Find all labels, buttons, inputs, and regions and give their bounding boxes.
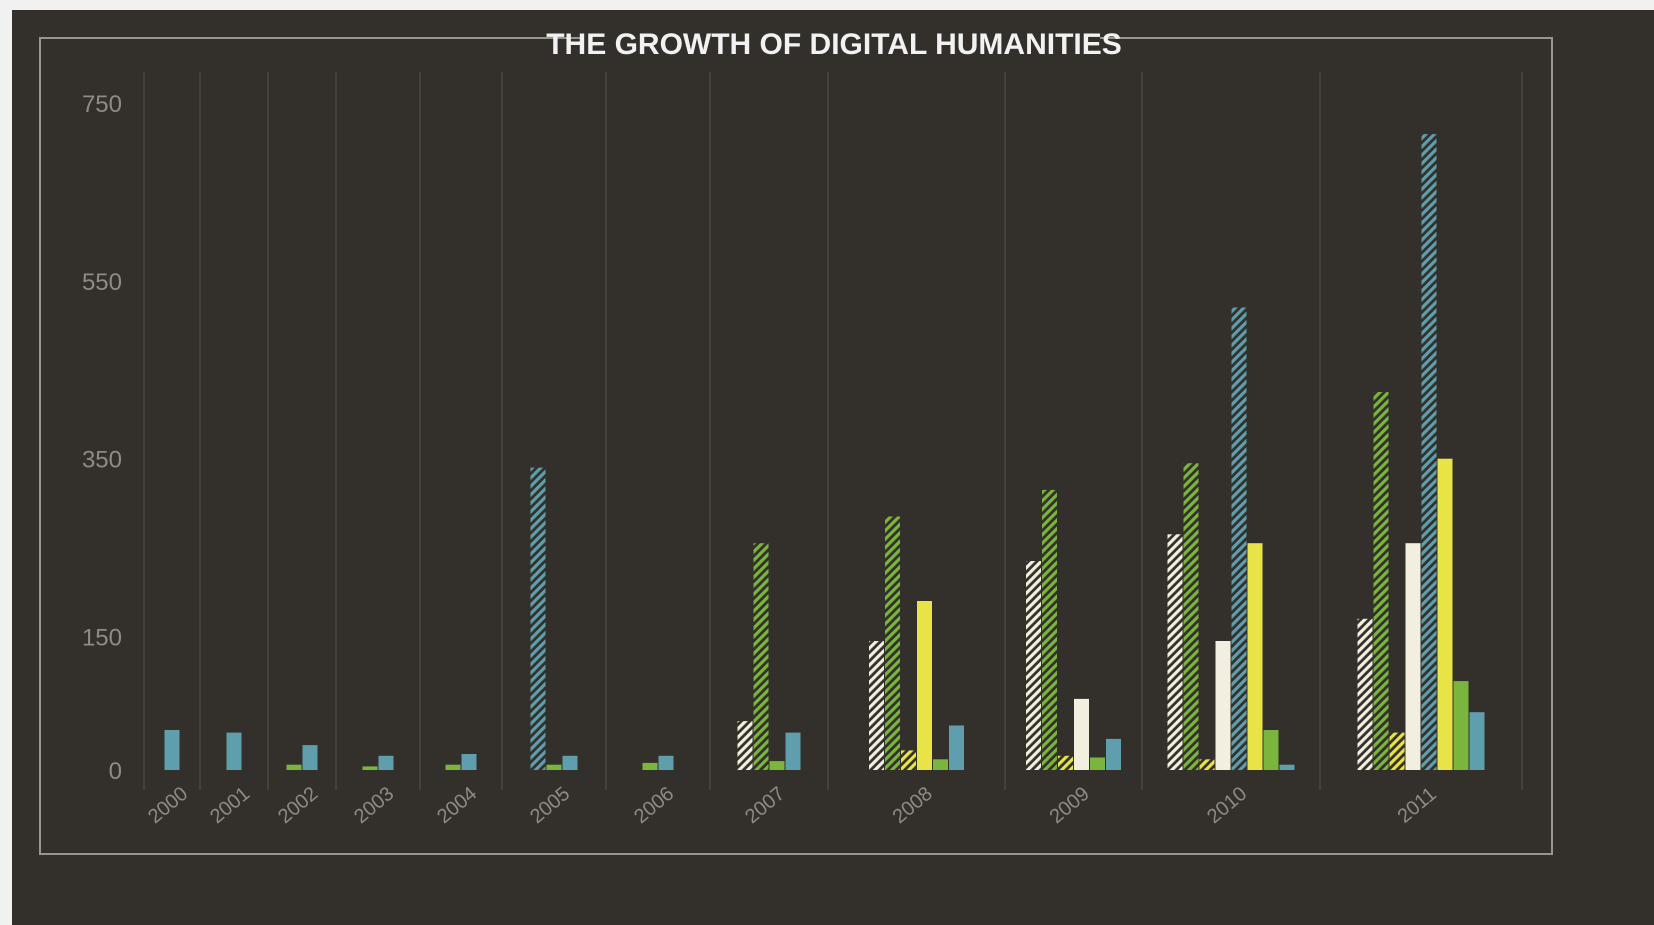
x-tick-label: 2007 [741, 783, 789, 828]
bar [164, 730, 180, 770]
bar [1263, 730, 1279, 770]
bar [949, 725, 964, 770]
bar [530, 467, 546, 770]
bar [1405, 543, 1421, 770]
bar [1453, 681, 1469, 770]
bar [362, 766, 378, 770]
x-axis-ticks: 2000 2001 2002 2003 2004 2005 2006 2007 2008 2009… [144, 783, 1441, 828]
x-tick-label: 2011 [1394, 783, 1441, 828]
chart-panel: THE GROWTH OF DIGITAL HUMANITIES 0 150 350… [12, 10, 1654, 925]
bar [1183, 463, 1199, 770]
bar [226, 732, 242, 770]
x-tick-label: 2008 [889, 783, 937, 828]
bar [378, 755, 394, 770]
bar [1357, 618, 1373, 770]
y-tick-label: 350 [82, 447, 122, 474]
x-tick-label: 2009 [1046, 783, 1094, 828]
y-tick-label: 750 [82, 91, 122, 118]
y-tick-label: 0 [109, 758, 122, 785]
chart-frame [39, 37, 1553, 855]
bar [1042, 489, 1057, 770]
bar [546, 764, 562, 770]
bar [753, 543, 769, 770]
bar [1469, 712, 1485, 770]
vertical-gridlines [143, 72, 1523, 790]
bar [461, 754, 477, 770]
x-tick-label: 2006 [630, 783, 678, 828]
bar [1373, 392, 1389, 770]
bar [769, 761, 785, 770]
bar [302, 745, 318, 770]
bars [164, 134, 1485, 771]
bar [658, 755, 674, 770]
x-tick-label: 2004 [433, 783, 481, 828]
x-tick-label: 2002 [274, 783, 322, 828]
bar [1074, 698, 1089, 770]
grouped-bar-chart: THE GROWTH OF DIGITAL HUMANITIES 0 150 350… [39, 24, 1553, 855]
bar [869, 641, 884, 770]
y-tick-label: 550 [82, 269, 122, 296]
x-tick-label: 2010 [1203, 783, 1251, 828]
x-tick-label: 2000 [144, 783, 192, 828]
bar [885, 516, 900, 770]
bar [1106, 738, 1121, 770]
bar [1247, 543, 1263, 770]
y-axis-ticks: 0 150 350 550 750 [82, 91, 122, 785]
bar [286, 764, 302, 770]
chart-title: THE GROWTH OF DIGITAL HUMANITIES [546, 28, 1122, 61]
bar [1199, 759, 1215, 770]
bar [1026, 561, 1041, 770]
bar [1167, 534, 1183, 770]
bar [1231, 307, 1247, 770]
bar [1421, 134, 1437, 771]
bar [737, 721, 753, 770]
bar [1058, 755, 1073, 770]
bar [1389, 732, 1405, 770]
x-tick-label: 2001 [206, 783, 254, 828]
bar [1215, 641, 1231, 770]
x-tick-label: 2005 [526, 783, 574, 828]
bar [562, 755, 578, 770]
bar [1090, 757, 1105, 770]
title-gap [580, 24, 1100, 56]
bar [901, 750, 916, 770]
bar [1437, 458, 1453, 770]
bar [933, 759, 948, 770]
y-tick-label: 150 [82, 625, 122, 652]
x-tick-label: 2003 [350, 783, 398, 828]
bar [917, 601, 932, 770]
bar [1279, 764, 1295, 770]
bar [445, 764, 461, 770]
bar [785, 732, 801, 770]
bar [642, 762, 658, 770]
